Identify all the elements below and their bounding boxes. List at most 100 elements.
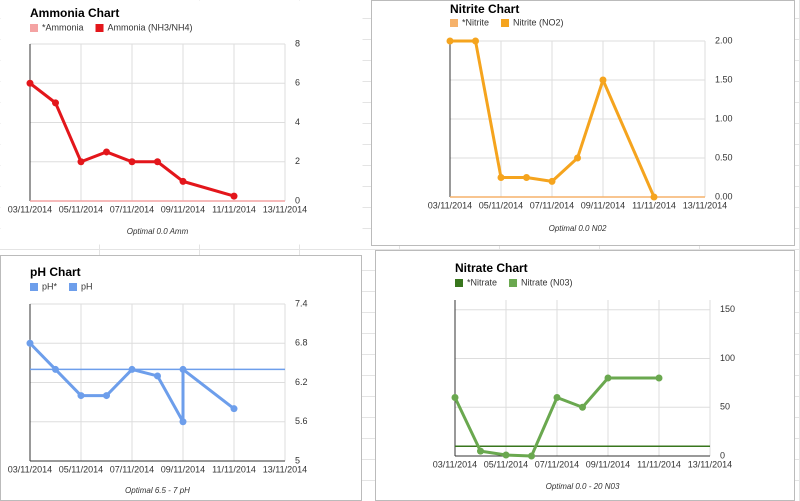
chart-panel — [0, 255, 362, 501]
x-tick-label: 07/11/2014 — [530, 200, 574, 210]
data-point — [502, 451, 510, 459]
x-tick-label: 13/11/2014 — [688, 459, 732, 469]
data-point — [579, 403, 586, 411]
data-point — [523, 174, 530, 181]
x-tick-label: 03/11/2014 — [8, 204, 52, 214]
x-tick-label: 09/11/2014 — [161, 204, 205, 214]
data-line — [450, 39, 656, 198]
x-tick-label: 07/11/2014 — [535, 459, 579, 469]
data-point — [472, 37, 479, 45]
data-point — [103, 148, 110, 156]
x-tick-label: 03/11/2014 — [8, 464, 52, 474]
data-point — [77, 392, 85, 400]
legend-swatch — [69, 283, 78, 291]
chart-panel — [375, 250, 795, 501]
chart-caption: Optimal 0.0 - 20 N03 — [546, 482, 620, 491]
chart: Nitrite Chart*Nitrite Nitrite (NO2) 0.00 0.… — [371, 0, 795, 246]
x-tick-label: 09/11/2014 — [581, 200, 625, 210]
x-tick-label: 03/11/2014 — [428, 200, 472, 210]
x-tick-label: 13/11/2014 — [263, 464, 307, 474]
data-point — [52, 365, 59, 373]
legend-label: Ammonia (NH3/NH4) — [108, 22, 193, 32]
legend-swatch — [30, 283, 38, 291]
x-tick-label: 11/11/2014 — [632, 200, 676, 210]
x-tick-label: 09/11/2014 — [161, 464, 205, 474]
x-tick-label: 07/11/2014 — [110, 464, 154, 474]
data-point — [128, 158, 136, 166]
data-point — [528, 452, 535, 460]
x-tick-label: 05/11/2014 — [479, 200, 523, 210]
data-point — [77, 158, 85, 166]
x-tick-label: 03/11/2014 — [433, 459, 477, 469]
chart-title: pH Chart — [30, 265, 81, 279]
chart-caption: Optimal 0.0 Amm — [127, 227, 189, 236]
legend-label: pH — [81, 281, 93, 291]
legend-swatch — [95, 24, 104, 32]
legend-swatch — [30, 24, 38, 32]
y-tick-label: 0.50 — [715, 152, 733, 162]
x-tick-label: 07/11/2014 — [110, 204, 154, 214]
y-tick-label: 8 — [295, 38, 300, 48]
x-tick-label: 11/11/2014 — [212, 464, 256, 474]
data-point — [497, 174, 505, 181]
data-point — [103, 392, 110, 400]
y-tick-label: 6.2 — [295, 377, 308, 387]
chart-title: Ammonia Chart — [30, 6, 119, 20]
data-point — [179, 418, 187, 426]
chart: pH Chart pH* pH 5 5.6 6.2 6.8 7.4 03/11/2014 05/1… — [0, 255, 362, 501]
x-tick-label: 13/11/2014 — [263, 204, 307, 214]
y-tick-label: 0 — [720, 450, 725, 460]
y-tick-label: 100 — [720, 353, 735, 363]
legend-swatch — [450, 19, 458, 27]
chart: Nitrate Chart *Nitrate Nitrate (N03) 0 50 100… — [375, 250, 795, 501]
y-tick-label: 7.4 — [295, 298, 308, 308]
data-point — [128, 365, 136, 373]
data-point — [451, 394, 459, 401]
data-point — [655, 374, 663, 382]
chart-title: Nitrate Chart — [455, 261, 528, 275]
legend-label: *Nitrate — [467, 277, 497, 287]
x-tick-label: 11/11/2014 — [637, 459, 681, 469]
chart-caption: Optimal 6.5 - 7 pH — [125, 486, 190, 495]
data-line — [453, 376, 659, 458]
y-tick-label: 150 — [720, 304, 735, 314]
x-tick-label: 05/11/2014 — [59, 204, 103, 214]
x-tick-label: 13/11/2014 — [683, 200, 727, 210]
legend-swatch — [501, 19, 510, 27]
data-point — [574, 154, 581, 162]
chart-title: Nitrite Chart — [450, 2, 519, 16]
data-point — [548, 177, 556, 185]
y-tick-label: 5 — [295, 455, 300, 465]
y-tick-label: 50 — [720, 402, 730, 412]
y-tick-label: 1.50 — [715, 74, 733, 84]
data-point — [26, 339, 34, 347]
x-tick-label: 05/11/2014 — [59, 464, 103, 474]
data-point — [599, 76, 607, 84]
data-point — [26, 79, 34, 87]
legend-label: *Nitrite — [462, 17, 489, 27]
y-tick-label: 6 — [295, 78, 300, 88]
data-point — [604, 374, 612, 382]
data-point — [230, 405, 238, 413]
y-tick-label: 0.00 — [715, 191, 733, 201]
data-point — [154, 372, 161, 380]
x-tick-label: 09/11/2014 — [586, 459, 630, 469]
data-point — [52, 99, 59, 107]
y-tick-label: 2 — [295, 156, 300, 166]
legend-label: Nitrate (N03) — [521, 277, 573, 287]
y-tick-label: 5.6 — [295, 416, 308, 426]
y-tick-label: 4 — [295, 117, 300, 127]
x-tick-label: 05/11/2014 — [484, 459, 528, 469]
data-point — [179, 365, 187, 373]
legend-swatch — [509, 279, 518, 287]
legend-swatch — [455, 279, 463, 287]
legend-label: pH* — [42, 281, 58, 291]
y-tick-label: 1.00 — [715, 113, 733, 123]
y-tick-label: 2.00 — [715, 35, 733, 45]
data-point — [650, 193, 658, 201]
legend-label: Nitrite (NO2) — [513, 17, 564, 27]
data-point — [179, 177, 187, 185]
data-point — [154, 158, 161, 166]
